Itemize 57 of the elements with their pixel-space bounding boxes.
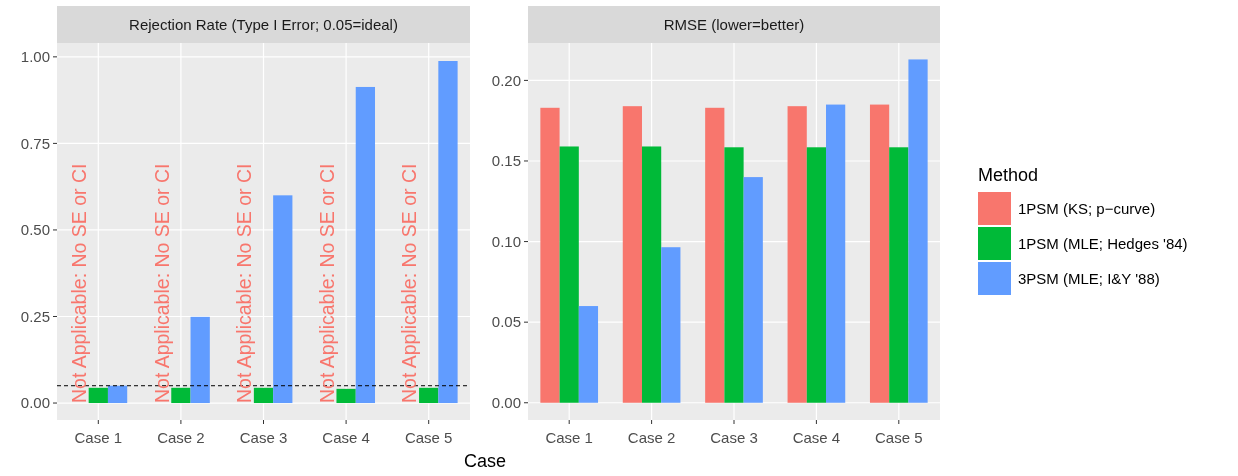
y-tick-label: 0.20: [491, 71, 521, 89]
bar: [743, 177, 763, 403]
y-tick-label: 1.00: [20, 48, 50, 66]
bar: [355, 86, 376, 404]
bar: [787, 106, 807, 403]
bar: [190, 316, 210, 404]
bar: [253, 387, 274, 404]
chart-title: RMSE (lower=better): [663, 16, 805, 33]
annotation: Not Applicable: No SE or CI: [398, 163, 421, 404]
y-tick-label: 0.75: [20, 134, 50, 152]
bar: [540, 107, 560, 403]
y-tick-label: 0.00: [491, 394, 521, 411]
x-tick-label: Case 2: [157, 429, 205, 446]
y-tick-label: 0.15: [491, 152, 521, 170]
x-tick-label: Case 3: [710, 429, 758, 446]
bar: [171, 387, 191, 404]
x-tick-label: Case 1: [545, 429, 593, 446]
bar: [641, 146, 662, 403]
x-tick-label: Case 2: [627, 429, 676, 446]
legend-label: 1PSM (KS; p−curve): [1018, 200, 1156, 218]
bar: [88, 387, 108, 404]
legend-label: 1PSM (MLE; Hedges '84): [1018, 235, 1188, 253]
bar: [419, 387, 439, 404]
y-tick-label: 0.25: [20, 307, 50, 325]
bar: [336, 388, 356, 404]
y-tick-label: 0.00: [20, 394, 50, 412]
bar: [806, 147, 827, 403]
x-tick-label: Case 4: [792, 429, 841, 446]
bar: [622, 106, 642, 403]
x-tick-label: Case 4: [322, 429, 370, 446]
bar: [559, 146, 579, 403]
bar: [889, 147, 909, 403]
bar: [438, 61, 458, 404]
annotation: Not Applicable: No SE or CI: [233, 163, 256, 404]
bar: [661, 247, 681, 403]
y-tick-label: 0.50: [20, 221, 50, 239]
chart-title: Rejection Rate (Type I Error; 0.05=ideal): [129, 16, 398, 33]
x-tick-label: Case 1: [74, 429, 123, 446]
x-tick-label: Case 5: [404, 429, 453, 446]
bar: [908, 59, 928, 403]
y-tick-label: 0.05: [491, 313, 521, 331]
annotation: Not Applicable: No SE or CI: [68, 163, 91, 404]
annotation: Not Applicable: No SE or CI: [315, 163, 338, 404]
bar: [826, 104, 846, 403]
bar: [705, 107, 725, 403]
x-tick-label: Case 3: [239, 429, 288, 446]
bar: [107, 385, 128, 404]
bar: [578, 306, 599, 403]
bar: [273, 195, 293, 404]
annotation: Not Applicable: No SE or CI: [150, 163, 173, 404]
bar: [869, 104, 890, 403]
legend-title: Method: [978, 165, 1039, 185]
x-axis-title: Case: [463, 451, 507, 471]
legend-label: 3PSM (MLE; I&Y '88): [1018, 270, 1160, 288]
y-tick-label: 0.10: [491, 232, 521, 250]
bar: [724, 147, 744, 403]
x-tick-label: Case 5: [875, 429, 923, 446]
